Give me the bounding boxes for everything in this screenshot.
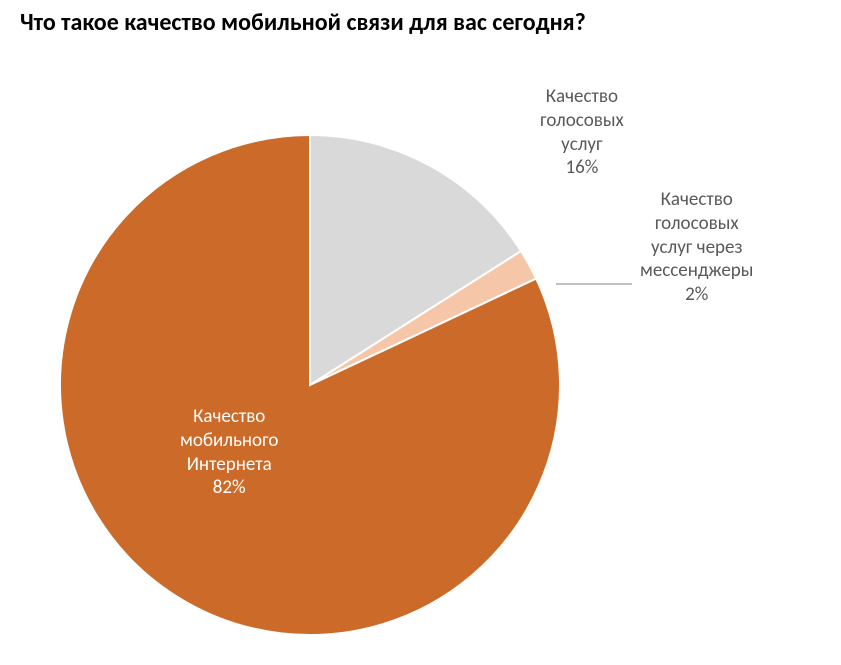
- slice-messenger-voice-label: Качество голосовых услуг через мессендже…: [640, 188, 753, 307]
- pie-chart: [0, 60, 841, 665]
- chart-container: Что такое качество мобильной связи для в…: [0, 0, 841, 665]
- chart-title: Что такое качество мобильной связи для в…: [20, 8, 586, 37]
- slice-mobile-internet-label: Качество мобильного Интернета 82%: [180, 405, 278, 500]
- chart-area: Качество голосовых услуг 16%Качество гол…: [0, 60, 841, 665]
- slice-voice-label: Качество голосовых услуг 16%: [540, 85, 624, 180]
